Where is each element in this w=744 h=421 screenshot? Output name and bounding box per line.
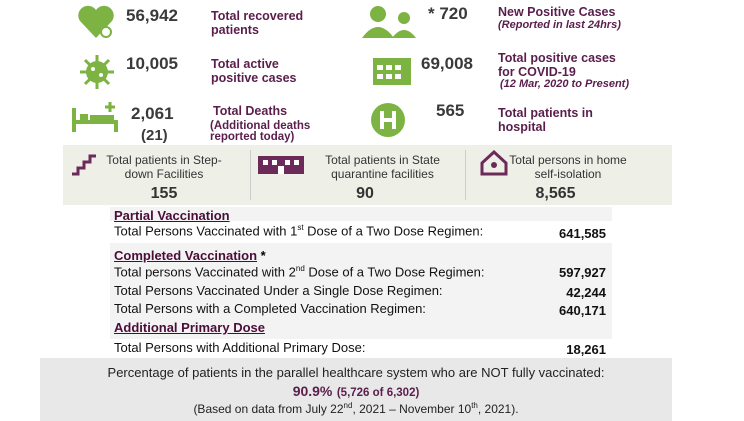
- row-value: 597,927: [559, 265, 606, 280]
- facility-value: 90: [356, 185, 374, 202]
- facilities-band: [63, 145, 672, 205]
- stat-label: Total active positive cases: [211, 57, 297, 85]
- footer-line: Percentage of patients in the parallel h…: [107, 365, 605, 380]
- row-value: 640,171: [559, 303, 606, 318]
- stat-value: * 720: [428, 4, 468, 23]
- row-label: Total Persons Vaccinated with 1st Dose o…: [114, 223, 483, 238]
- building-icon: [258, 156, 304, 174]
- stairs-icon: [72, 154, 96, 176]
- facility-label: Total patients in Step-down Facilities: [106, 153, 222, 181]
- stat-value: 565: [436, 101, 465, 120]
- facility-value: 8,565: [535, 185, 576, 202]
- row-value: 641,585: [559, 226, 606, 241]
- stat-value: 2,061: [131, 104, 174, 123]
- superscript: nd: [295, 264, 305, 273]
- superscript: nd: [343, 401, 353, 410]
- stat-sub-value: (21): [141, 127, 168, 144]
- section-heading-wrap: Completed Vaccination *: [114, 248, 266, 263]
- text: , 2021 – November 10: [352, 402, 472, 416]
- text: Total Persons Vaccinated with 1: [114, 223, 298, 239]
- text: , 2021).: [477, 402, 519, 416]
- stat-label: New Positive Cases: [498, 5, 616, 19]
- footer-box: [40, 358, 672, 421]
- facility-label: Total persons in home self-isolation: [509, 153, 627, 181]
- virus-icon: [80, 55, 114, 89]
- row-value: 18,261: [566, 342, 606, 357]
- stat-label: Total Deaths: [213, 104, 288, 118]
- footer-stat: 90.9% (5,726 of 6,302): [40, 383, 672, 401]
- facility-label: Total patients in State quarantine facil…: [325, 153, 440, 181]
- superscript: th: [471, 401, 478, 410]
- row-label: Total Persons with Additional Primary Do…: [114, 340, 366, 355]
- detail: (5,726 of 6,302): [336, 387, 420, 399]
- section-heading: Completed Vaccination: [114, 248, 258, 263]
- row-label: Total Persons Vaccinated Under a Single …: [114, 283, 443, 298]
- calendar-icon: [373, 58, 411, 85]
- stat-note: (Additional deaths reported today): [210, 120, 311, 143]
- row-label: Total Persons with a Completed Vaccinati…: [114, 301, 426, 316]
- row-value: 42,244: [566, 285, 606, 300]
- text: (Based on data from July 22: [193, 402, 344, 416]
- stat-value: 69,008: [421, 54, 473, 73]
- section-heading: Partial Vaccination: [114, 208, 230, 223]
- facility-value: 155: [150, 185, 178, 202]
- people-icon: [362, 6, 416, 38]
- heart-icon: [78, 5, 114, 39]
- divider: [465, 150, 466, 200]
- footer-line: (Based on data from July 22nd, 2021 – No…: [40, 401, 672, 416]
- text: Dose of a Two Dose Regimen:: [304, 264, 485, 280]
- stat-label: Total patients in hospital: [498, 106, 593, 134]
- row-bg: [110, 339, 612, 357]
- stat-value: 10,005: [126, 54, 178, 73]
- stat-note: (Reported in last 24hrs): [498, 19, 621, 31]
- heading-note: *: [260, 248, 266, 263]
- stat-note: (12 Mar, 2020 to Present): [500, 78, 630, 90]
- divider: [250, 150, 251, 200]
- row-bg: [110, 221, 612, 243]
- home-icon: [480, 150, 508, 176]
- stat-label: Total positive cases for COVID-19: [498, 51, 616, 79]
- text: Dose of a Two Dose Regimen:: [303, 223, 484, 239]
- superscript: st: [297, 223, 304, 232]
- hospital-icon: [371, 103, 405, 137]
- row-label: Total persons Vaccinated with 2nd Dose o…: [114, 264, 484, 279]
- bed-icon: [72, 102, 118, 132]
- percent: 90.9%: [292, 383, 333, 399]
- stat-label: Total recovered patients: [211, 9, 304, 37]
- stat-value: 56,942: [126, 6, 178, 25]
- section-heading: Additional Primary Dose: [114, 320, 265, 335]
- text: Total persons Vaccinated with 2: [114, 264, 296, 280]
